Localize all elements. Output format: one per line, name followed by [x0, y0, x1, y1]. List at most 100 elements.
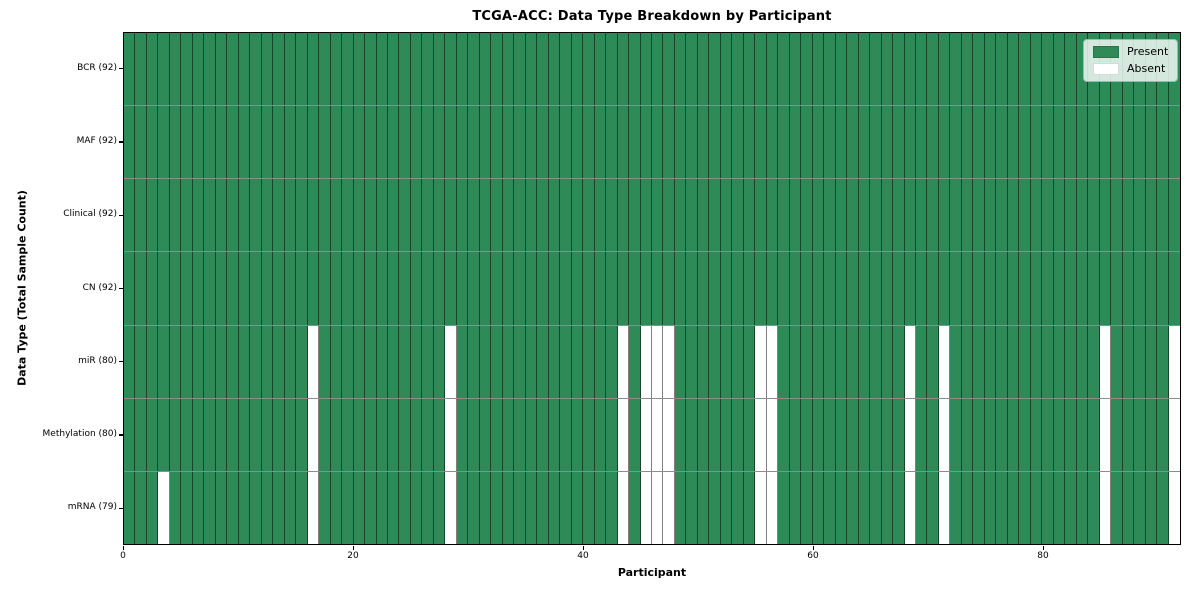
heatmap-cell [192, 471, 205, 544]
heatmap-cell [422, 179, 434, 252]
heatmap-cell [433, 179, 446, 252]
heatmap-cell [1157, 179, 1169, 252]
heatmap-cell [835, 252, 848, 325]
heatmap-cell [124, 106, 136, 179]
heatmap-cell [893, 325, 905, 398]
heatmap-cell [353, 106, 366, 179]
heatmap-cell [146, 179, 159, 252]
heatmap-cell [1111, 106, 1123, 179]
heatmap-cell [1007, 106, 1020, 179]
heatmap-cell [307, 179, 320, 252]
heatmap-cell [124, 325, 136, 398]
heatmap-cell [1134, 398, 1146, 471]
heatmap-cell [399, 325, 411, 398]
heatmap-cell [1157, 325, 1169, 398]
heatmap-cell [961, 471, 974, 544]
heatmap-cell [1053, 398, 1066, 471]
heatmap-cell [273, 252, 285, 325]
heatmap-cell [514, 252, 526, 325]
legend-item-present: Present [1093, 46, 1168, 58]
heatmap-cell [433, 471, 446, 544]
heatmap-cell [525, 471, 538, 544]
heatmap-cell [330, 179, 343, 252]
heatmap-cell [502, 33, 515, 106]
heatmap-cell [916, 398, 928, 471]
heatmap-cell [1007, 398, 1020, 471]
heatmap-cell [961, 106, 974, 179]
heatmap-cell [961, 398, 974, 471]
heatmap-cell [996, 106, 1008, 179]
x-tick-label: 20 [347, 551, 359, 561]
heatmap-cell [674, 106, 687, 179]
heatmap-cell [284, 398, 297, 471]
heatmap-cell [629, 398, 641, 471]
heatmap-cell [870, 33, 882, 106]
heatmap-cell [835, 471, 848, 544]
heatmap-cell [674, 179, 687, 252]
heatmap-cell [250, 325, 262, 398]
heatmap-cell [227, 179, 239, 252]
heatmap-cell [847, 106, 859, 179]
heatmap-cell [617, 179, 630, 252]
heatmap-cell [1099, 398, 1112, 471]
heatmap-cell [812, 33, 825, 106]
y-tick-label-cn-92: CN (92) [82, 282, 117, 293]
heatmap-cell [858, 179, 871, 252]
heatmap-cell [617, 252, 630, 325]
heatmap-cell [801, 106, 813, 179]
heatmap-cell [743, 33, 756, 106]
heatmap-cell [916, 179, 928, 252]
heatmap-cell [583, 252, 595, 325]
x-tick-label: 60 [807, 551, 819, 561]
x-axis-label: Participant [617, 566, 687, 579]
heatmap-cell [238, 106, 251, 179]
heatmap-cell [1111, 252, 1123, 325]
heatmap-cell [342, 252, 354, 325]
heatmap-cell [697, 398, 710, 471]
heatmap-cell [169, 471, 182, 544]
heatmap-cell [720, 325, 733, 398]
heatmap-cell [904, 252, 916, 325]
heatmap-cell [686, 252, 698, 325]
heatmap-cell [330, 106, 343, 179]
heatmap-cell [376, 33, 388, 106]
heatmap-cell [1053, 325, 1066, 398]
heatmap-cell [743, 471, 756, 544]
heatmap-cell [927, 33, 939, 106]
heatmap-cell [973, 252, 985, 325]
heatmap-cell [273, 471, 285, 544]
heatmap-cell [410, 33, 423, 106]
heatmap-cell [1157, 398, 1169, 471]
heatmap-cell [1053, 33, 1066, 106]
heatmap-cell [135, 252, 147, 325]
heatmap-cell [422, 325, 434, 398]
x-tick [353, 546, 355, 550]
heatmap-cell [801, 398, 813, 471]
heatmap-cell [732, 179, 744, 252]
heatmap-cell [617, 471, 630, 544]
heatmap-cell [904, 471, 916, 544]
heatmap-cell [365, 325, 377, 398]
heatmap-cell [1065, 471, 1077, 544]
heatmap-cell [1030, 471, 1043, 544]
heatmap-cell [606, 325, 618, 398]
heatmap-cell [227, 252, 239, 325]
heatmap-cell [881, 398, 894, 471]
heatmap-cell [1168, 252, 1180, 325]
heatmap-cell [606, 179, 618, 252]
heatmap-cell [973, 179, 985, 252]
heatmap-cell [778, 33, 790, 106]
heatmap-cell [514, 106, 526, 179]
heatmap-cell [296, 106, 308, 179]
heatmap-cell [445, 471, 457, 544]
heatmap-cell [124, 471, 136, 544]
heatmap-cell [663, 33, 675, 106]
heatmap-cell [525, 106, 538, 179]
heatmap-cell [422, 252, 434, 325]
heatmap-cell [663, 252, 675, 325]
heatmap-cell [996, 179, 1008, 252]
heatmap-cell [778, 325, 790, 398]
heatmap-cell [812, 325, 825, 398]
heatmap-cell [261, 252, 274, 325]
heatmap-cell [215, 471, 228, 544]
